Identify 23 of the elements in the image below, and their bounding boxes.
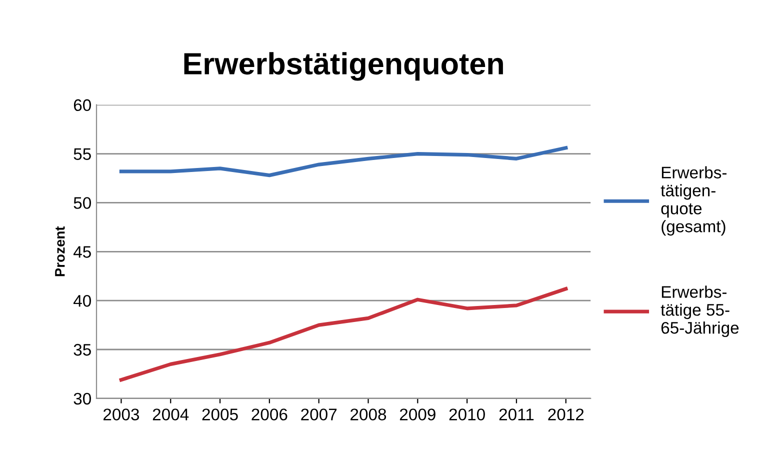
x-tick-label: 2009 (400, 408, 436, 420)
y-tick-label: 50 (74, 197, 91, 209)
x-tick-label: 2011 (499, 408, 534, 420)
x-tick-label: 2006 (252, 408, 288, 420)
x-tick-label: 2003 (104, 408, 140, 420)
x-tick-label: 2005 (202, 408, 238, 420)
y-tick-label: 35 (74, 344, 91, 356)
x-tick-label: 2008 (350, 408, 386, 420)
x-tick-label: 2010 (449, 408, 485, 420)
y-tick-label: 60 (74, 99, 91, 112)
x-tick-label: 2012 (548, 408, 584, 420)
legend-label: Erwerbs- tätige 55- 65-Jährige (660, 286, 739, 338)
legend-label: Erwerbs- tätigen- quote (gesamt) (660, 166, 727, 236)
y-tick-label: 45 (73, 246, 91, 258)
y-axis-title: Prozent (55, 226, 65, 276)
x-tick-label: 2007 (301, 408, 337, 420)
y-tick-label: 55 (74, 148, 91, 160)
x-tick-label: 2004 (152, 408, 189, 420)
line-series (119, 287, 568, 382)
y-tick-label: 40 (73, 294, 91, 307)
chart-title: Erwerbstätigenquoten (184, 52, 503, 81)
y-tick-label: 30 (74, 392, 91, 405)
line-series (119, 146, 568, 178)
